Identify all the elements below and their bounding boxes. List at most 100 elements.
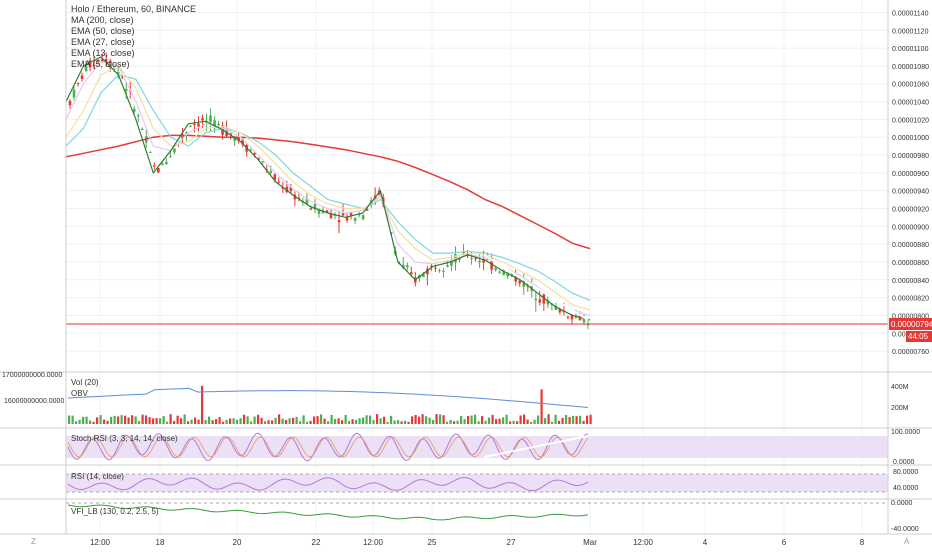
volume-bar bbox=[218, 417, 221, 424]
volume-bar bbox=[313, 416, 316, 424]
legend-ema13[interactable]: EMA (13, close) bbox=[71, 48, 135, 58]
candle-body bbox=[470, 257, 473, 259]
chart-title: Holo / Ethereum, 60, BINANCE bbox=[71, 4, 197, 14]
volume-bar bbox=[491, 414, 494, 424]
volume-bar bbox=[99, 415, 102, 424]
volume-bar bbox=[495, 419, 498, 424]
volume-bar bbox=[113, 415, 116, 424]
candle-body bbox=[401, 264, 405, 269]
candle-body bbox=[209, 115, 212, 122]
volume-bar bbox=[351, 419, 354, 424]
volume-bar bbox=[239, 418, 242, 424]
obv-line bbox=[67, 387, 589, 408]
volume-bar bbox=[173, 421, 176, 424]
series-line-ma200 bbox=[65, 134, 591, 250]
candle-body bbox=[269, 170, 273, 173]
volume-bar bbox=[565, 414, 568, 424]
price-axis[interactable]: 0.00001140 0.00001120 0.00001100 0.00001080… bbox=[892, 10, 929, 356]
volume-bar bbox=[330, 415, 333, 424]
volume-bar bbox=[309, 420, 312, 424]
volume-bar bbox=[246, 416, 249, 424]
volume-bar bbox=[442, 415, 445, 424]
candle-body bbox=[345, 216, 349, 221]
candle-body bbox=[285, 186, 289, 193]
time-tick-label: 8 bbox=[860, 538, 865, 547]
volume-bar bbox=[215, 419, 218, 424]
time-tick-label: 20 bbox=[233, 538, 242, 547]
candle-body bbox=[486, 258, 489, 260]
candle-body bbox=[570, 315, 574, 320]
candle-body bbox=[217, 124, 220, 126]
volume-bar bbox=[320, 414, 323, 424]
legend-ema5[interactable]: EMA (5, close) bbox=[71, 59, 130, 69]
candle-body bbox=[450, 260, 453, 266]
candle-body bbox=[586, 324, 590, 326]
volume-bar bbox=[299, 421, 302, 424]
candle-body bbox=[410, 272, 413, 275]
candle-body bbox=[522, 280, 526, 287]
volume-bar bbox=[71, 415, 74, 424]
volume-bar bbox=[138, 421, 141, 424]
sub-indicators bbox=[66, 432, 888, 521]
volume-bar bbox=[96, 417, 99, 424]
candle-body bbox=[438, 270, 441, 272]
volume-bar bbox=[155, 418, 158, 424]
auto-scale-icon[interactable]: A bbox=[904, 537, 910, 546]
candle-body bbox=[554, 305, 558, 310]
candle-body bbox=[72, 89, 76, 98]
volume-bar bbox=[397, 420, 400, 424]
price-tick-label: 0.00000960 bbox=[892, 171, 929, 178]
obv-title: OBV bbox=[71, 389, 89, 398]
volume-bar bbox=[589, 414, 592, 424]
trendline-price[interactable] bbox=[483, 254, 589, 321]
stoch-k-line bbox=[67, 432, 589, 462]
candle-body bbox=[132, 108, 136, 112]
volume-bar bbox=[358, 418, 361, 424]
candle-body bbox=[136, 115, 140, 117]
candle-body bbox=[68, 100, 72, 106]
volume-bar bbox=[572, 415, 575, 424]
volume-bar bbox=[250, 421, 253, 424]
candle-body bbox=[341, 213, 345, 216]
obv-tick-2: 16000000000.0000 bbox=[4, 398, 64, 405]
time-tick-label: 12:00 bbox=[363, 538, 384, 547]
volume-bar bbox=[337, 418, 340, 424]
volume-bar bbox=[404, 420, 407, 424]
volume-bar bbox=[295, 416, 298, 424]
candle-body bbox=[140, 128, 144, 130]
candle-body bbox=[161, 163, 164, 165]
volume-bar bbox=[575, 416, 578, 424]
candle-body bbox=[329, 213, 333, 219]
candle-body bbox=[153, 165, 156, 167]
candle-body bbox=[185, 132, 188, 134]
legend-ema50[interactable]: EMA (50, close) bbox=[71, 26, 135, 36]
volume-bars bbox=[67, 385, 592, 424]
legend-ema27[interactable]: EMA (27, close) bbox=[71, 37, 135, 47]
candle-body bbox=[546, 300, 550, 305]
volume-bar bbox=[75, 421, 78, 424]
trendline-stoch[interactable] bbox=[483, 435, 589, 458]
volume-bar bbox=[407, 421, 410, 424]
volume-bar bbox=[582, 420, 585, 424]
candle-body bbox=[273, 174, 277, 180]
volume-bar bbox=[561, 417, 564, 424]
candle-body bbox=[494, 268, 497, 271]
current-price-badge bbox=[889, 318, 932, 330]
candle-body bbox=[478, 260, 481, 263]
volume-bar bbox=[208, 416, 211, 424]
time-axis[interactable]: 12:00 18 20 22 12:00 25 27 Mar 12:00 4 6 8 bbox=[90, 538, 865, 547]
candle-body bbox=[249, 149, 252, 151]
timezone-icon[interactable]: Z bbox=[31, 537, 36, 546]
volume-bar bbox=[355, 419, 358, 424]
volume-bar bbox=[369, 415, 372, 424]
legend-ma200[interactable]: MA (200, close) bbox=[71, 15, 134, 25]
volume-bar bbox=[78, 419, 81, 424]
time-tick-label: 22 bbox=[312, 538, 321, 547]
volume-bar bbox=[302, 415, 305, 424]
volume-bar bbox=[516, 421, 519, 424]
candle-body bbox=[116, 71, 120, 74]
volume-bar bbox=[432, 419, 435, 424]
countdown-badge bbox=[906, 331, 932, 342]
candle-body bbox=[430, 265, 433, 267]
